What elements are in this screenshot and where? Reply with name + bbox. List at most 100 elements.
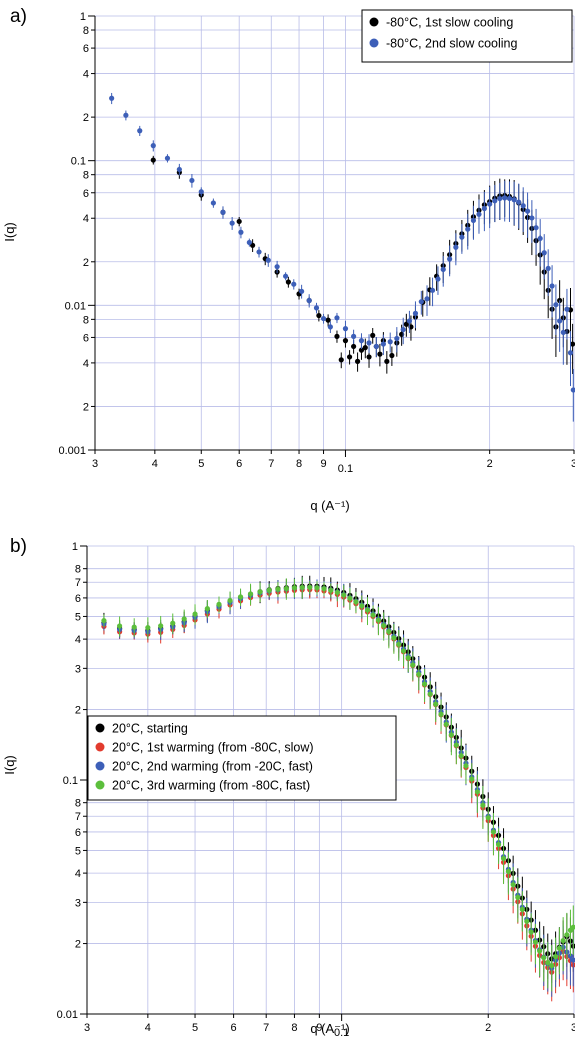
panel-b-y-tick-label: 6 [75,593,81,605]
panel-a-data-point [338,357,344,363]
panel-a-legend-marker [369,38,379,48]
panel-b-data-point [500,855,507,862]
panel-b-data-point [117,623,123,629]
panel-a-data-point [384,358,390,364]
panel-a-data-point [492,198,498,204]
panel-a-data-point [274,264,280,270]
panel-b-x-tick-label: 0.1 [334,1027,349,1039]
panel-a-data-point [506,195,513,202]
panel-a-data-point [545,265,551,272]
panel-a-data-point [529,215,535,221]
panel-b-x-tick-label: 2 [485,1022,491,1034]
panel-a-data-point [377,351,383,357]
panel-a-x-tick-label: 5 [198,458,204,470]
panel-a-data-point [189,177,195,184]
panel-a-y-tick-label: 0.001 [58,445,86,457]
panel-b-data-point [556,945,563,951]
panel-a-data-point [325,317,331,323]
panel-a-data-point [570,341,575,347]
panel-a-data-point [334,315,340,321]
panel-b-data-point [474,789,480,795]
panel-b-legend-entry: 20°C, 3rd warming (from -80C, fast) [112,779,310,793]
panel-a-data-point [351,333,357,339]
panel-b-x-axis-label: q (A⁻¹) [310,1021,349,1036]
panel-b-data-point [247,591,254,597]
panel-a-data-point [316,312,322,319]
panel-b-data-point [257,589,263,595]
panel-b-y-tick-label: 2 [75,939,81,951]
panel-b-data-point [341,592,347,598]
panel-b-x-tick-label: 6 [231,1022,237,1034]
panel-b-data-point [505,868,512,874]
panel-b-data-point [510,882,516,888]
panel-a-data-point [387,339,393,345]
panel-a-data-point [109,95,115,101]
panel-a-data-point [265,257,271,263]
panel-a-series-2 [109,92,575,422]
panel-b-data-point [552,953,559,960]
panel-a-plot-frame [95,16,574,450]
panel-a-y-tick-label: 4 [83,69,89,81]
panel-a-x-tick-label: 3 [92,458,98,470]
panel-a-data-point [238,229,244,235]
panel-a-x-tick-label: 6 [236,458,242,470]
panel-b-legend-entry: 20°C, 1st warming (from -80C, slow) [112,741,314,755]
panel-a-data-point [334,333,340,339]
panel-a-data-point [220,209,226,215]
panel-b-data-point [421,681,428,687]
panel-a-legend-entry: -80°C, 1st slow cooling [386,16,513,30]
panel-b-data-point [427,691,433,697]
panel-b-x-tick-label: 3 [571,1022,575,1034]
panel-b-data-point [216,601,222,607]
panel-a-y-tick-label: 6 [83,188,89,200]
panel-a-y-tick-label: 2 [83,401,89,413]
panel-a-data-point [246,239,252,246]
panel-b-legend-entry: 20°C, starting [112,722,188,736]
panel-b-data-point [170,620,176,626]
panel-b-data-point [495,841,502,848]
panel-a-data-point [236,218,242,225]
panel-a-label: a) [10,6,27,27]
panel-b-data-point [416,671,422,677]
panel-b-data-point [359,603,365,609]
panel-b-data-point [266,587,272,593]
panel-b-data-point [549,963,555,969]
panel-a-data-point [440,266,446,273]
panel-a-data-point [362,345,368,351]
panel-a-data-point [549,283,555,289]
panel-b-y-tick-label: 3 [75,663,81,675]
panel-a-x-tick-label: 2 [487,458,493,470]
panel-b-label: b) [10,536,27,557]
panel-a-data-point [210,200,216,206]
panel-b-data-point [515,894,521,900]
panel-b-y-tick-label: 6 [75,827,81,839]
panel-a-data-point [306,297,312,304]
panel-b-data [101,575,575,1002]
panel-b-data-point [314,585,320,591]
panel-a-data-point [358,338,365,344]
panel-a-data-point [520,203,526,209]
panel-b-data-point [433,701,439,707]
panel-a-data-point [481,205,487,212]
panel-a-data-point [313,305,320,311]
panel-a-data-point [164,155,171,161]
panel-b-data-point [528,929,534,935]
panel-b-legend-marker [95,780,105,790]
panel-a-legend: -80°C, 1st slow cooling -80°C, 2nd slow c… [361,9,573,63]
panel-a-data-point [229,220,235,226]
panel-a-data-point [256,249,262,255]
panel-b-y-tick-label: 2 [75,705,81,717]
panel-a-axes: 3 4 5 6 7 8 9 0.1 2 3 1 8 6 4 2 0.1 8 6 4 2 0.01 8 6 4 2 0.001 [58,11,575,475]
panel-b-data-point [519,906,525,912]
panel-a: a) 3 4 5 6 7 8 9 0.1 2 3 1 8 6 4 2 0.1 8 6 4 2 0.01 8 6 4 2 0.001… [2,6,575,513]
panel-a-x-axis-label: q (A⁻¹) [310,498,349,513]
panel-a-legend-marker [369,17,379,27]
panel-a-data-point [447,256,453,262]
panel-a-legend-box [361,9,573,63]
panel-a-data-point [366,340,372,346]
panel-a-y-tick-label: 4 [83,358,89,370]
panel-a-y-tick-label: 8 [83,314,89,326]
panel-a-data-point [351,343,357,350]
panel-b-data-point [307,584,313,590]
panel-a-data-point [342,338,349,344]
